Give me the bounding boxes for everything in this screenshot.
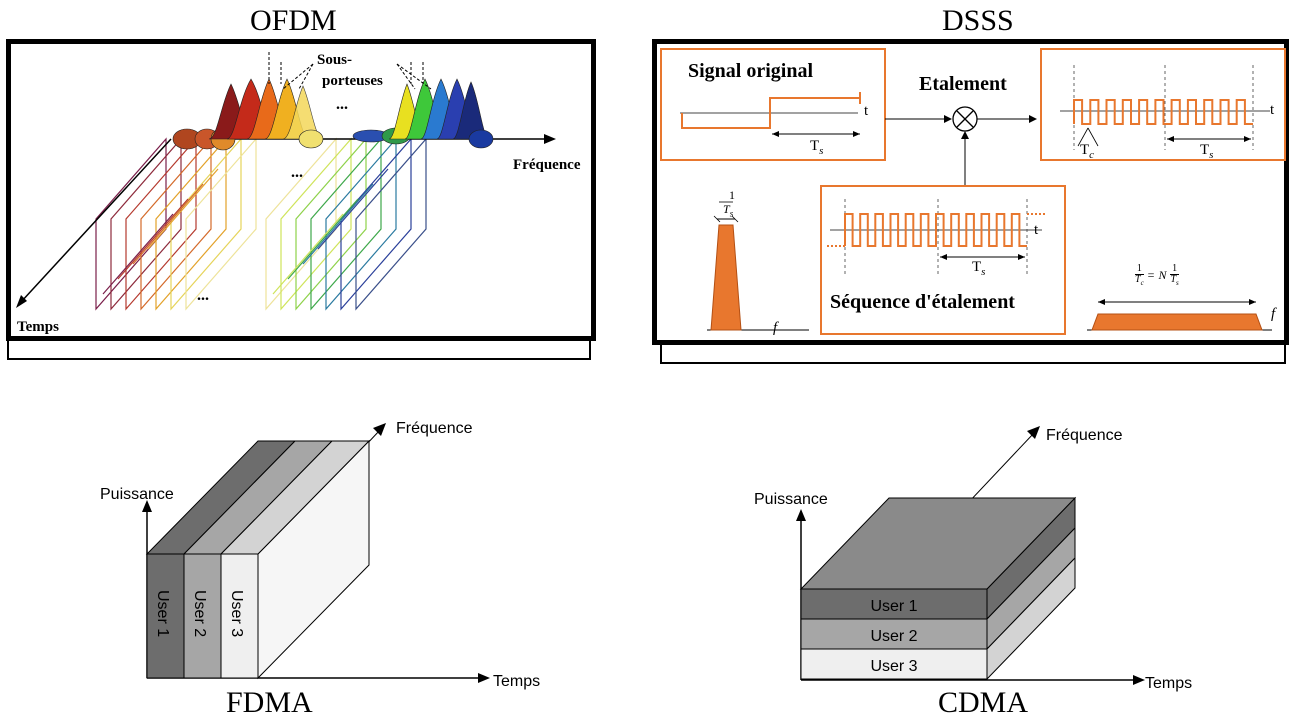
dsss-panel: Signal original t Ts Etalement [652,39,1289,345]
fdma-user-2: User 2 [191,590,208,637]
cdma-title: CDMA [938,686,1029,719]
cdma-user-1: User 1 [870,598,917,615]
cdma-diagram: User 1 User 2 User 3 Puissance Fréquence… [754,426,1192,692]
cdma-time-axis-label: Temps [1145,675,1192,692]
sequence-t-label: t [1034,222,1039,238]
spread-output-box: t Tc Ts [1040,48,1286,161]
dsss-title: DSSS [942,4,1014,37]
wide-spectrum-eq: 1 Tc = N 1 Ts [1135,263,1179,287]
spread-tc-label: Tc [1080,142,1095,161]
ofdm-time-axis-label: Temps [17,319,59,335]
sequence-box: t Ts Séquence d'étalement [820,185,1066,335]
ofdm-title: OFDM [250,4,337,37]
cdma-user-3: User 3 [870,658,917,675]
spread-ts-label: Ts [1200,142,1214,161]
wide-spectrum [1087,299,1272,331]
sequence-ts-label: Ts [972,259,986,278]
narrow-spectrum-den: Ts [723,202,734,219]
narrow-spectrum-num: 1 [729,188,735,202]
fdma-user-1: User 1 [154,590,171,637]
signal-original-box: Signal original t Ts [660,48,886,161]
ofdm-ellipsis-bottom: ... [197,287,209,304]
fdma-title: FDMA [226,686,313,719]
ofdm-panel: Sous- porteuses ... ... ... Fréquence Te… [6,39,596,341]
fdma-y-axis-label: Puissance [100,486,174,503]
spreading-label: Etalement [919,73,1007,95]
signal-original-waveform [680,92,861,137]
ofdm-diagram [16,52,556,311]
fdma-freq-axis-label: Fréquence [396,420,473,437]
signal-t-label: t [864,103,869,119]
ofdm-subcarriers-label-1: Sous- [317,52,353,68]
dsss-bracket [660,334,1286,364]
ofdm-frames-left [95,137,257,311]
narrow-spectrum-f-label: f [773,320,778,336]
narrow-spectrum [707,201,809,331]
spread-output-waveform [1060,65,1270,150]
fdma-user-3: User 3 [228,590,245,637]
signal-ts-label: Ts [810,138,824,157]
ofdm-bracket [7,330,591,360]
ofdm-ellipsis-top: ... [336,96,348,113]
ofdm-subcarriers [172,78,494,151]
ofdm-ellipsis-mid: ... [291,164,303,181]
signal-original-title: Signal original [688,60,814,82]
sequence-title: Séquence d'étalement [830,291,1015,313]
cdma-y-axis-label: Puissance [754,491,828,508]
fdma-diagram: User 1 User 2 User 3 Puissance Fréquence… [100,420,540,690]
cdma-user-2: User 2 [870,628,917,645]
ofdm-frames-right [265,137,427,311]
sequence-waveform [827,199,1047,277]
ofdm-subcarriers-label-2: porteuses [322,73,383,89]
fdma-time-axis-label: Temps [493,673,540,690]
ofdm-freq-axis-label: Fréquence [513,157,581,173]
spread-t-label: t [1270,102,1275,118]
wide-spectrum-f-label: f [1271,306,1276,322]
cdma-freq-axis-label: Fréquence [1046,427,1123,444]
